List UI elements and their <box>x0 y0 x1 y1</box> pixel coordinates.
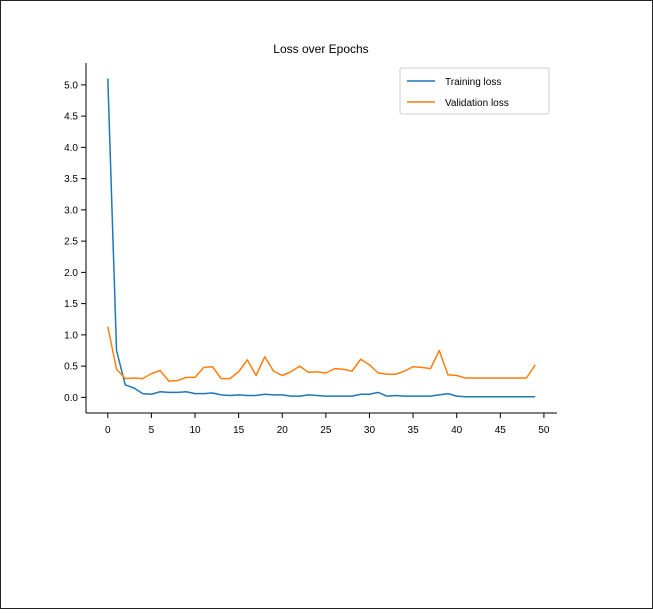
x-tick-label: 15 <box>233 425 245 436</box>
legend-label-training-loss: Training loss <box>445 77 501 88</box>
chart-title: Loss over Epochs <box>273 42 368 56</box>
x-tick-label: 0 <box>105 425 111 436</box>
legend-label-validation-loss: Validation loss <box>445 98 509 109</box>
y-tick-label: 4.5 <box>64 112 78 123</box>
x-tick-label: 5 <box>149 425 155 436</box>
plot-lines <box>107 78 536 398</box>
y-tick-label: 3.0 <box>64 205 78 216</box>
training-loss-line <box>107 78 536 398</box>
legend: Training loss Validation loss <box>399 67 550 115</box>
y-tick-label: 4.0 <box>64 143 78 154</box>
x-tick-label: 25 <box>320 425 332 436</box>
y-tick-label: 2.5 <box>64 237 78 248</box>
x-tick-label: 30 <box>364 425 376 436</box>
y-tick-label: 5.0 <box>64 80 78 91</box>
validation-loss-line <box>107 326 536 382</box>
axes: 0 5 10 15 20 25 30 35 40 45 50 0.0 0.5 1.0 1.5 2.0 2.5 3.… <box>64 63 557 436</box>
x-tick-label: 35 <box>408 425 420 436</box>
legend-box <box>399 67 550 115</box>
x-tick-label: 20 <box>277 425 289 436</box>
x-tick-label: 40 <box>451 425 463 436</box>
y-tick-label: 2.0 <box>64 268 78 279</box>
y-tick-label: 0.0 <box>64 393 78 404</box>
y-tick-label: 1.0 <box>64 330 78 341</box>
y-tick-label: 0.5 <box>64 362 78 373</box>
y-tick-label: 1.5 <box>64 299 78 310</box>
x-tick-label: 10 <box>189 425 201 436</box>
x-tick-label: 45 <box>495 425 507 436</box>
x-tick-label: 50 <box>538 425 550 436</box>
y-tick-label: 3.5 <box>64 174 78 185</box>
